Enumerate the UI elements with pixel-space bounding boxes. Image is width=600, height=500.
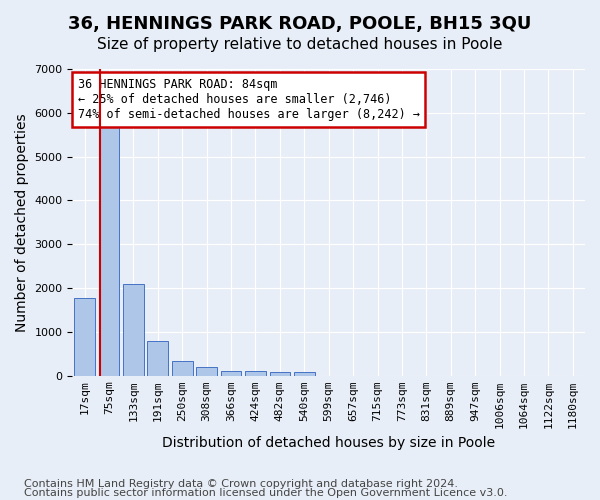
Bar <box>221 370 241 376</box>
Text: Contains public sector information licensed under the Open Government Licence v3: Contains public sector information licen… <box>24 488 508 498</box>
Text: Size of property relative to detached houses in Poole: Size of property relative to detached ho… <box>97 38 503 52</box>
Bar <box>245 372 266 376</box>
Y-axis label: Number of detached properties: Number of detached properties <box>15 113 29 332</box>
Text: 36 HENNINGS PARK ROAD: 84sqm
← 25% of detached houses are smaller (2,746)
74% of: 36 HENNINGS PARK ROAD: 84sqm ← 25% of de… <box>77 78 419 121</box>
Bar <box>74 298 95 376</box>
Bar <box>196 367 217 376</box>
Bar <box>148 340 168 376</box>
Text: Contains HM Land Registry data © Crown copyright and database right 2024.: Contains HM Land Registry data © Crown c… <box>24 479 458 489</box>
X-axis label: Distribution of detached houses by size in Poole: Distribution of detached houses by size … <box>162 436 495 450</box>
Bar <box>269 372 290 376</box>
Text: 36, HENNINGS PARK ROAD, POOLE, BH15 3QU: 36, HENNINGS PARK ROAD, POOLE, BH15 3QU <box>68 15 532 33</box>
Bar <box>294 372 314 376</box>
Bar <box>98 122 119 376</box>
Bar <box>172 360 193 376</box>
Bar <box>123 284 144 376</box>
